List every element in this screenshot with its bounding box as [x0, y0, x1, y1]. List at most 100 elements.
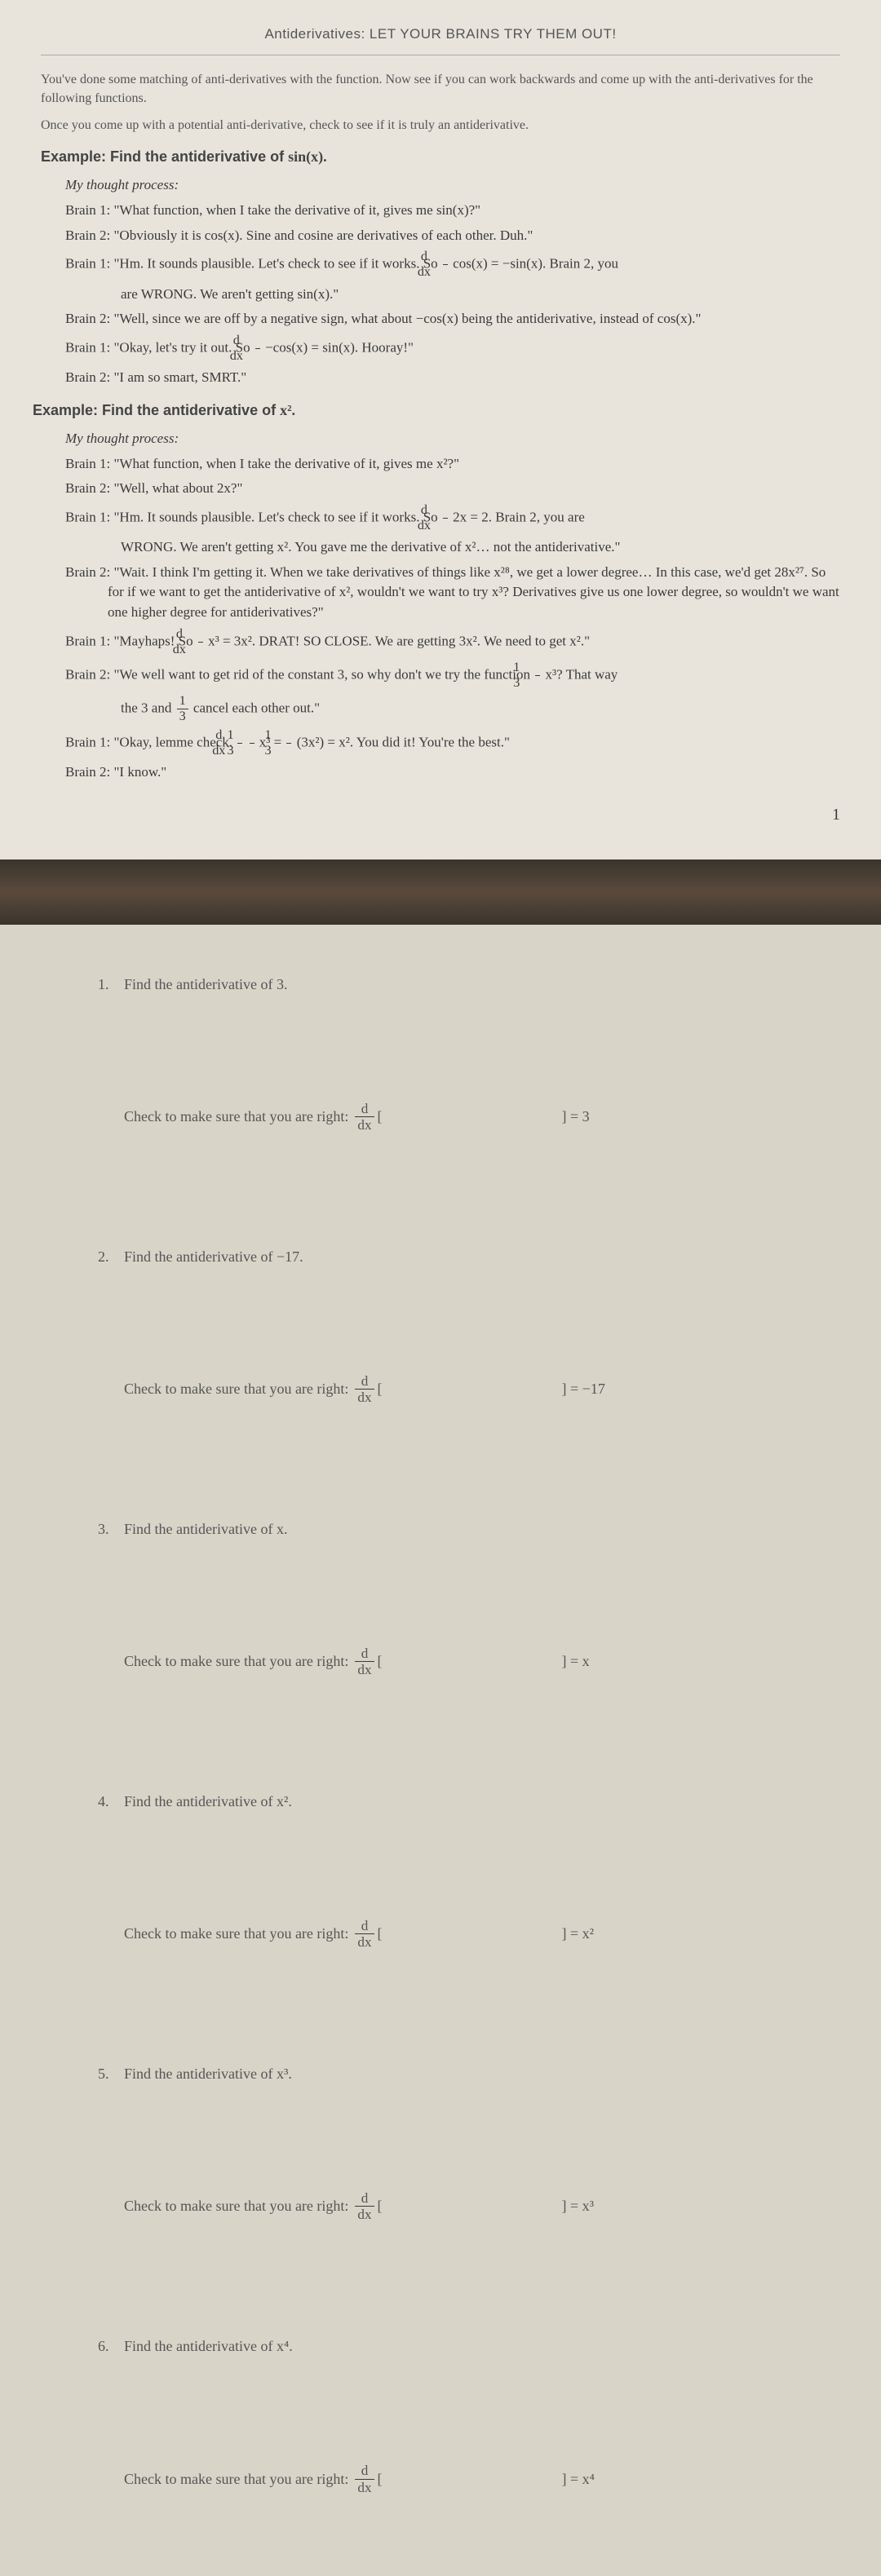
check-label: Check to make sure that you are right:: [124, 1650, 348, 1672]
check-row: Check to make sure that you are right: d…: [98, 2463, 783, 2494]
check-label: Check to make sure that you are right:: [124, 2468, 348, 2490]
ex2-brain1-a: Brain 1: "What function, when I take the…: [65, 454, 840, 475]
derivative-fraction-icon: ddx: [355, 2463, 374, 2494]
ex2-b1b-pre: Brain 1: "Hm. It sounds plausible. Let's…: [65, 509, 441, 524]
derivative-fraction-icon: ddx: [355, 1919, 374, 1949]
check-label: Check to make sure that you are right:: [124, 1106, 348, 1128]
ex2-b1d-mid: x³ =: [259, 734, 286, 749]
check-rhs: ] = x³: [562, 2195, 627, 2217]
problem-text: Find the antiderivative of x.: [124, 1521, 287, 1537]
problem-text: Find the antiderivative of 3.: [124, 976, 287, 992]
ex2-brain2-d: Brain 2: "I know.": [65, 762, 840, 783]
problem-5: 5.Find the antiderivative of x³. Check to…: [98, 2063, 783, 2221]
derivative-fraction-icon: ddx: [355, 1102, 374, 1132]
check-rhs: ] = 3: [562, 1106, 627, 1128]
problem-number: 5.: [98, 2063, 124, 2085]
problem-question: 3.Find the antiderivative of x.: [98, 1518, 783, 1540]
ex1-brain1-a: Brain 1: "What function, when I take the…: [65, 201, 840, 221]
example-2-prefix: Example: Find the antiderivative of: [33, 402, 280, 418]
intro-text-1: You've done some matching of anti-deriva…: [41, 70, 840, 108]
check-row: Check to make sure that you are right: d…: [98, 1102, 783, 1132]
derivative-fraction-icon: ddx: [443, 504, 448, 532]
derivative-one-third-fraction-icon: ddx: [237, 729, 242, 758]
bracket-open: [: [378, 1378, 383, 1400]
check-rhs: ] = x²: [562, 1923, 627, 1945]
check-row: Check to make sure that you are right: d…: [98, 2191, 783, 2221]
ex1-b1c-pre: Brain 1: "Okay, let's try it out. So: [65, 339, 254, 355]
check-rhs: ] = x: [562, 1650, 627, 1672]
check-label: Check to make sure that you are right:: [124, 1378, 348, 1400]
ex1-b1b-post: cos(x) = −sin(x). Brain 2, you: [453, 256, 618, 272]
page-1: Antiderivatives: LET YOUR BRAINS TRY THE…: [0, 0, 881, 859]
one-third-fraction-icon: 13: [535, 661, 540, 690]
example-1-heading: Example: Find the antiderivative of sin(…: [41, 146, 840, 167]
derivative-fraction-icon: ddx: [443, 250, 448, 279]
worksheet-header: Antiderivatives: LET YOUR BRAINS TRY THE…: [41, 24, 840, 55]
check-row: Check to make sure that you are right: d…: [98, 1646, 783, 1677]
problem-number: 6.: [98, 2335, 124, 2357]
ex2-brain2-c-cont: the 3 and 13 cancel each other out.": [121, 695, 840, 723]
check-row: Check to make sure that you are right: d…: [98, 1374, 783, 1404]
thought-process-2: My thought process:: [65, 429, 840, 449]
ex1-brain1-c: Brain 1: "Okay, let's try it out. So ddx…: [65, 334, 840, 363]
ex1-brain2-a: Brain 2: "Obviously it is cos(x). Sine a…: [65, 226, 840, 246]
page-gap: [0, 859, 881, 925]
ex1-b1c-post: −cos(x) = sin(x). Hooray!": [265, 339, 414, 355]
problem-question: 5.Find the antiderivative of x³.: [98, 2063, 783, 2085]
problem-question: 1.Find the antiderivative of 3.: [98, 974, 783, 996]
problem-text: Find the antiderivative of −17.: [124, 1248, 303, 1265]
problem-question: 4.Find the antiderivative of x².: [98, 1791, 783, 1813]
problem-text: Find the antiderivative of x².: [124, 1793, 292, 1809]
ex1-b1b-pre: Brain 1: "Hm. It sounds plausible. Let's…: [65, 256, 441, 272]
ex2-b1d-pre: Brain 1: "Okay, lemme check.: [65, 734, 236, 749]
ex2-b1d-post: (3x²) = x². You did it! You're the best.…: [297, 734, 510, 749]
problem-text: Find the antiderivative of x⁴.: [124, 2338, 293, 2354]
problems-list: 1.Find the antiderivative of 3. Check to …: [98, 974, 783, 2494]
check-label: Check to make sure that you are right:: [124, 2195, 348, 2217]
page-number: 1: [41, 803, 840, 827]
example-2-fn: x².: [280, 402, 295, 418]
ex2-brain2-b: Brain 2: "Wait. I think I'm getting it. …: [65, 563, 840, 623]
ex2-brain2-a: Brain 2: "Well, what about 2x?": [65, 479, 840, 499]
problem-number: 2.: [98, 1246, 124, 1268]
problem-question: 2.Find the antiderivative of −17.: [98, 1246, 783, 1268]
check-rhs: ] = −17: [562, 1378, 627, 1400]
ex2-b1b-post: 2x = 2. Brain 2, you are: [453, 509, 585, 524]
ex2-b2c-pre: Brain 2: "We well want to get rid of the…: [65, 667, 533, 683]
derivative-fraction-icon: ddx: [255, 334, 260, 363]
example-1-prefix: Example: Find the antiderivative of: [41, 148, 288, 165]
ex1-brain1-b-cont: are WRONG. We aren't getting sin(x).": [121, 285, 840, 305]
problem-4: 4.Find the antiderivative of x². Check to…: [98, 1791, 783, 1949]
one-third-fraction-icon: 13: [250, 729, 255, 758]
example-2-heading: Example: Find the antiderivative of x².: [33, 400, 840, 421]
problem-6: 6.Find the antiderivative of x⁴. Check to…: [98, 2335, 783, 2494]
problem-number: 1.: [98, 974, 124, 996]
intro-text-2: Once you come up with a potential anti-d…: [41, 116, 840, 135]
ex2-brain1-d: Brain 1: "Okay, lemme check. ddx 13 x³ =…: [65, 729, 840, 758]
one-third-fraction-icon: 13: [286, 729, 291, 758]
derivative-fraction-icon: ddx: [355, 1646, 374, 1677]
derivative-fraction-icon: ddx: [198, 628, 203, 656]
ex2-b2c-post: x³? That way: [546, 667, 618, 683]
derivative-fraction-icon: ddx: [355, 1374, 374, 1404]
problem-2: 2.Find the antiderivative of −17. Check t…: [98, 1246, 783, 1404]
check-row: Check to make sure that you are right: d…: [98, 1919, 783, 1949]
ex1-brain1-b: Brain 1: "Hm. It sounds plausible. Let's…: [65, 250, 840, 279]
bracket-open: [: [378, 2468, 383, 2490]
problem-3: 3.Find the antiderivative of x. Check to …: [98, 1518, 783, 1677]
problem-text: Find the antiderivative of x³.: [124, 2066, 292, 2082]
ex2-brain1-b: Brain 1: "Hm. It sounds plausible. Let's…: [65, 504, 840, 532]
bracket-open: [: [378, 1106, 383, 1128]
ex2-brain1-c: Brain 1: "Mayhaps! So ddx x³ = 3x². DRAT…: [65, 628, 840, 656]
example-1-fn: sin(x).: [288, 148, 327, 165]
ex2-brain1-b-cont: WRONG. We aren't getting x². You gave me…: [121, 537, 840, 558]
ex2-b2c-cont-post: cancel each other out.": [193, 700, 320, 716]
ex1-brain2-b: Brain 2: "Well, since we are off by a ne…: [65, 309, 840, 329]
ex2-b2c-cont-pre: the 3 and: [121, 700, 175, 716]
problem-1: 1.Find the antiderivative of 3. Check to …: [98, 974, 783, 1132]
thought-process-1: My thought process:: [65, 175, 840, 196]
problem-number: 3.: [98, 1518, 124, 1540]
bracket-open: [: [378, 2195, 383, 2217]
problem-question: 6.Find the antiderivative of x⁴.: [98, 2335, 783, 2357]
problem-number: 4.: [98, 1791, 124, 1813]
